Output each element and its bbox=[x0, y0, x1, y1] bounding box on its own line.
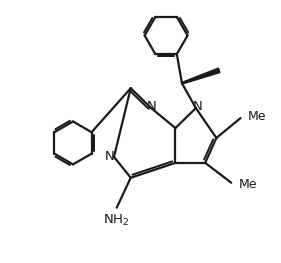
Text: NH$_2$: NH$_2$ bbox=[103, 213, 130, 229]
Text: N: N bbox=[104, 150, 114, 163]
Text: N: N bbox=[193, 99, 203, 113]
Polygon shape bbox=[182, 68, 220, 84]
Text: Me: Me bbox=[248, 110, 266, 123]
Text: Me: Me bbox=[239, 178, 257, 190]
Text: N: N bbox=[146, 99, 156, 113]
